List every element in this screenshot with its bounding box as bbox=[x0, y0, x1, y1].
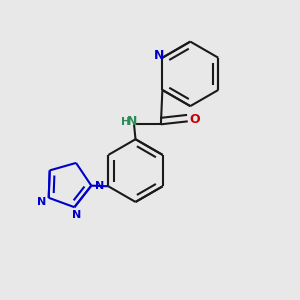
Text: N: N bbox=[37, 197, 46, 207]
Text: N: N bbox=[126, 116, 137, 128]
Text: H: H bbox=[121, 117, 130, 127]
Text: O: O bbox=[189, 113, 200, 126]
Text: N: N bbox=[154, 49, 164, 62]
Text: N: N bbox=[72, 210, 81, 220]
Text: N: N bbox=[95, 181, 104, 191]
